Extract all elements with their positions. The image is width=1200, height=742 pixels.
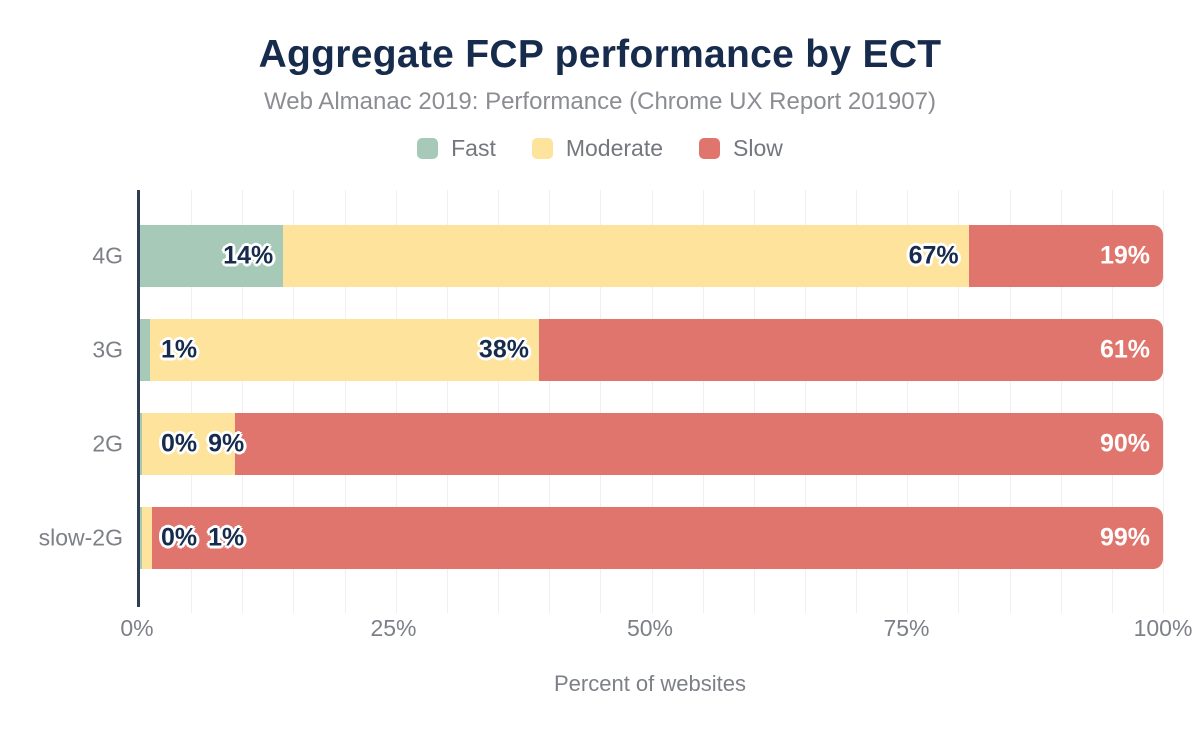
bar-segment-fast[interactable] [140,319,151,381]
value-label: 14% [223,241,274,270]
y-category-label: slow-2G [38,524,123,551]
value-label: 9% [208,429,245,458]
plot-area: 4G 14% 67% 19% 3G 38% 61% 1% 2G 90% 0% 9% slow-2G 99%… [39,190,1164,613]
gridline [907,190,909,613]
gridline [856,190,858,613]
gridline [804,190,806,613]
chart-title: Aggregate FCP performance by ECT [258,33,942,76]
gridline [600,190,602,613]
legend-label: Fast [451,135,496,161]
legend-item-moderate[interactable]: Moderate [531,135,664,162]
value-label: 61% [1099,335,1150,364]
value-label: 0% [161,523,198,552]
bar-segment-fast[interactable] [140,507,143,569]
value-label: 67% [908,241,959,270]
small-value-labels: 0% 9% [161,430,244,459]
legend-item-slow[interactable]: Slow [699,135,783,162]
chart-subtitle: Web Almanac 2019: Performance (Chrome UX… [264,88,936,115]
stacked-bar-2g: 90% 0% 9% [140,413,1163,475]
x-axis-title: Percent of websites [554,671,746,696]
gridline [293,190,295,613]
value-label: 1% [208,523,245,552]
gridline [1009,190,1011,613]
bar-row-slow-2g: slow-2G 99% 0% 1% [39,491,1163,585]
legend-label: Moderate [565,135,664,161]
gridline [498,190,500,613]
gridline [395,190,397,613]
legend-swatch-icon [417,138,439,159]
bar-segment-moderate[interactable] [142,413,235,475]
bar-segment-slow[interactable] [538,319,1163,381]
x-tick-label: 75% [883,615,930,641]
y-category-label: 2G [92,430,123,457]
gridline [1163,190,1164,613]
small-value-labels: 1% [161,336,197,365]
gridline [958,190,960,613]
stacked-bar-slow-2g: 99% 0% 1% [140,507,1163,569]
gridline [549,190,551,613]
gridline [753,190,755,613]
value-label: 90% [1099,429,1150,458]
stacked-bar-3g: 38% 61% 1% [140,319,1163,381]
gridline [242,190,244,613]
bar-segment-moderate[interactable] [283,225,969,287]
x-tick-label: 100% [1133,615,1193,641]
legend: Fast Moderate Slow [0,135,1200,162]
bar-segment-fast[interactable] [140,413,143,475]
value-label: 99% [1099,523,1150,552]
gridline [446,190,448,613]
bar-row-4g: 4G 14% 67% 19% [92,209,1163,303]
legend-item-fast[interactable]: Fast [417,135,496,162]
y-category-label: 3G [92,336,123,363]
bar-segment-moderate[interactable] [150,319,539,381]
x-tick-label: 25% [370,615,417,641]
legend-swatch-icon [699,138,721,159]
bar-segment-slow[interactable] [968,225,1163,287]
chart-body: 4G 14% 67% 19% 3G 38% 61% 1% 2G 90% 0% 9% slow-2G 99%… [39,190,1164,613]
y-category-label: 4G [92,242,123,269]
bar-segment-slow[interactable] [234,413,1163,475]
gridline [651,190,653,613]
value-label: 19% [1099,241,1150,270]
legend-swatch-icon [531,138,553,159]
stacked-bar-4g: 14% 67% 19% [140,225,1163,287]
value-label: 38% [478,335,529,364]
legend-label: Slow [733,135,783,161]
gridline [1060,190,1062,613]
bar-segment-slow[interactable] [152,507,1163,569]
small-value-labels: 0% 1% [161,524,244,553]
bar-row-2g: 2G 90% 0% 9% [92,397,1163,491]
value-label: 0% [161,429,198,458]
gridline [191,190,193,613]
bar-row-3g: 3G 38% 61% 1% [92,303,1163,397]
bar-segment-fast[interactable] [140,225,284,287]
gridline [1111,190,1113,613]
gridline [344,190,346,613]
x-tick-label: 50% [626,615,674,641]
gridline [702,190,704,613]
x-axis-ticks: 0% 25% 50% 75% 100% [120,615,1192,645]
value-label: 1% [161,335,198,364]
x-tick-label: 0% [120,615,154,641]
bar-segment-moderate[interactable] [142,507,153,569]
